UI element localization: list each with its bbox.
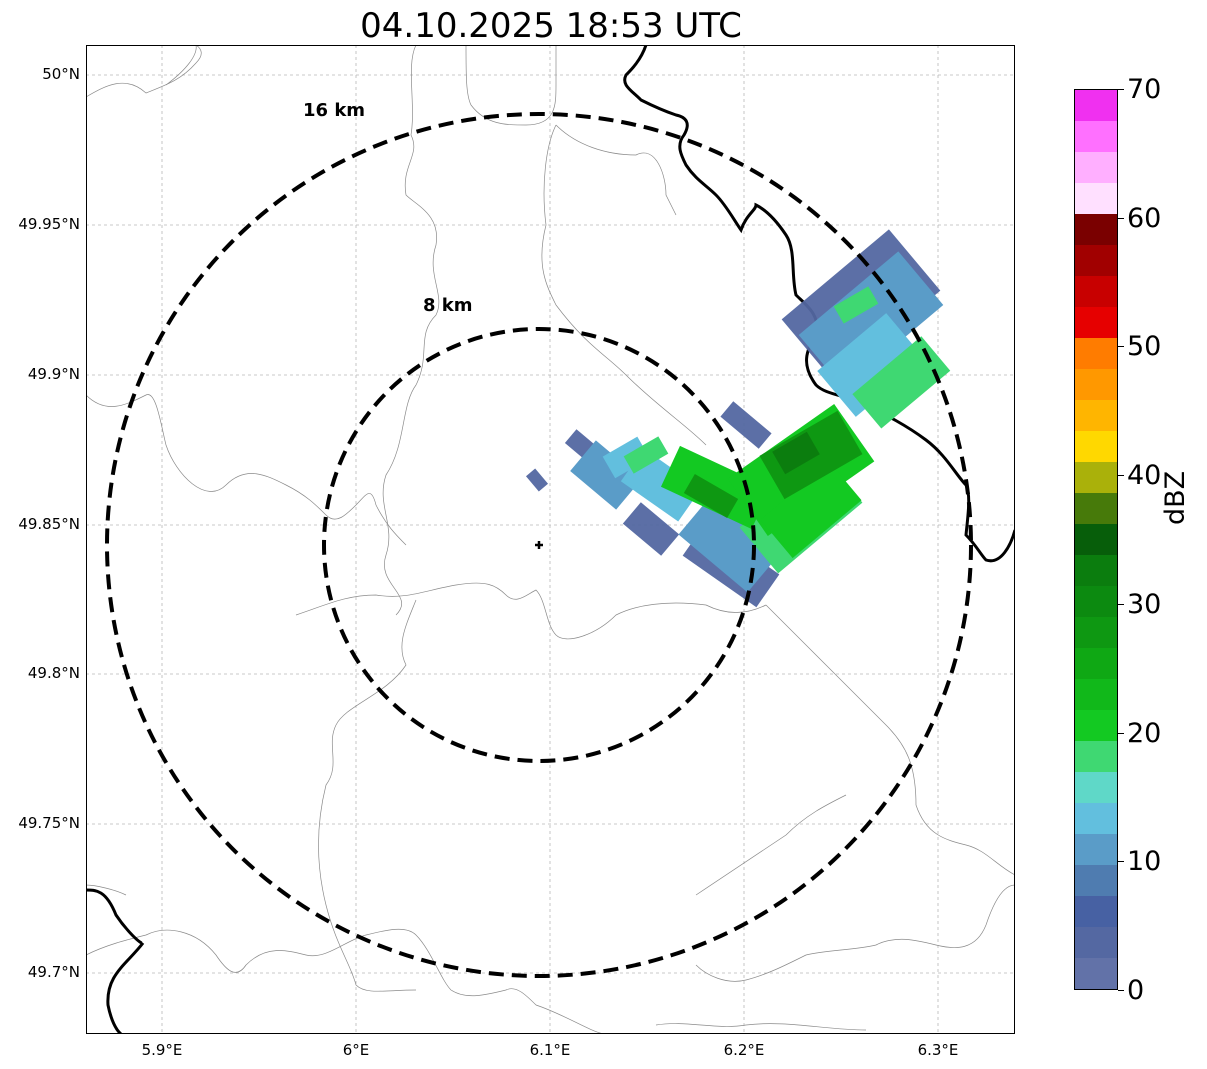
- lon-tick-label: 5.9°E: [141, 1041, 183, 1059]
- lat-tick-label: 49.8°N: [27, 664, 80, 682]
- colorbar-segment: [1075, 400, 1117, 431]
- commune-boundaries: [86, 45, 1015, 1034]
- colorbar-segment: [1075, 338, 1117, 369]
- colorbar-tick-mark: [1118, 603, 1124, 605]
- colorbar-segment: [1075, 369, 1117, 400]
- colorbar-segment: [1075, 679, 1117, 710]
- colorbar-segment: [1075, 90, 1117, 121]
- colorbar-tick-mark: [1118, 990, 1124, 991]
- map-gridlines: [86, 45, 1015, 1034]
- colorbar-segment: [1075, 152, 1117, 183]
- colorbar-tick-label: 0: [1127, 975, 1145, 1006]
- map-title: 04.10.2025 18:53 UTC: [360, 6, 742, 46]
- colorbar-segment: [1075, 617, 1117, 648]
- colorbar-tick-label: 70: [1127, 74, 1162, 105]
- colorbar-segment: [1075, 121, 1117, 152]
- lat-tick-label: 49.95°N: [18, 215, 80, 233]
- ring-label-8km: 8 km: [423, 295, 473, 316]
- radar-site-marker: [535, 541, 543, 549]
- lat-tick-label: 49.9°N: [27, 365, 80, 383]
- radar-map: [86, 45, 1015, 1034]
- colorbar-segment: [1075, 462, 1117, 493]
- colorbar-segment: [1075, 865, 1117, 896]
- colorbar-tick-mark: [1118, 861, 1124, 863]
- colorbar-segment: [1075, 772, 1117, 803]
- reflectivity-echoes: [525, 229, 951, 608]
- colorbar-segment: [1075, 214, 1117, 245]
- colorbar-label: dBZ: [1160, 470, 1191, 525]
- lat-tick-label: 49.85°N: [18, 515, 80, 533]
- range-ring-8km: [322, 327, 756, 763]
- colorbar-tick-mark: [1118, 346, 1124, 348]
- colorbar-segment: [1075, 431, 1117, 462]
- colorbar-segment: [1075, 183, 1117, 214]
- colorbar-segment: [1075, 276, 1117, 307]
- colorbar-segment: [1075, 834, 1117, 865]
- colorbar-tick-label: 40: [1127, 460, 1162, 492]
- colorbar-tick-label: 10: [1127, 846, 1162, 878]
- lat-tick-label: 50°N: [42, 65, 80, 83]
- colorbar-tick-label: 50: [1127, 331, 1162, 363]
- lat-tick-label: 49.75°N: [18, 814, 80, 832]
- colorbar-tick-mark: [1118, 475, 1124, 477]
- lon-tick-label: 6.2°E: [723, 1041, 765, 1059]
- national-border: [86, 45, 1015, 1034]
- lon-tick-label: 6.1°E: [529, 1041, 571, 1059]
- ring-label-16km: 16 km: [303, 100, 366, 121]
- lat-tick-label: 49.7°N: [27, 963, 80, 981]
- range-ring-16km: [105, 112, 973, 978]
- colorbar-tick-mark: [1118, 89, 1124, 90]
- colorbar-segment: [1075, 741, 1117, 772]
- colorbar-segment: [1075, 927, 1117, 958]
- lon-tick-label: 6.3°E: [917, 1041, 959, 1059]
- colorbar-segment: [1075, 648, 1117, 679]
- colorbar-segment: [1075, 710, 1117, 741]
- colorbar-segment: [1075, 803, 1117, 834]
- colorbar-segment: [1075, 524, 1117, 555]
- colorbar-segment: [1075, 896, 1117, 927]
- range-rings: [105, 112, 973, 978]
- lon-tick-label: 6°E: [342, 1041, 370, 1059]
- colorbar-tick-mark: [1118, 217, 1124, 219]
- colorbar-tick-label: 30: [1127, 588, 1162, 620]
- map-border: [86, 45, 1015, 1034]
- colorbar-segment: [1075, 586, 1117, 617]
- colorbar-segment: [1075, 493, 1117, 524]
- colorbar-segment: [1075, 555, 1117, 586]
- radar-map-canvas: [86, 45, 1015, 1034]
- colorbar-tick-mark: [1118, 732, 1124, 734]
- colorbar-segment: [1075, 307, 1117, 338]
- dbz-colorbar: [1074, 89, 1118, 990]
- colorbar-tick-label: 20: [1127, 717, 1162, 749]
- colorbar-segment: [1075, 245, 1117, 276]
- colorbar-segment: [1075, 958, 1117, 989]
- colorbar-tick-label: 60: [1127, 202, 1162, 234]
